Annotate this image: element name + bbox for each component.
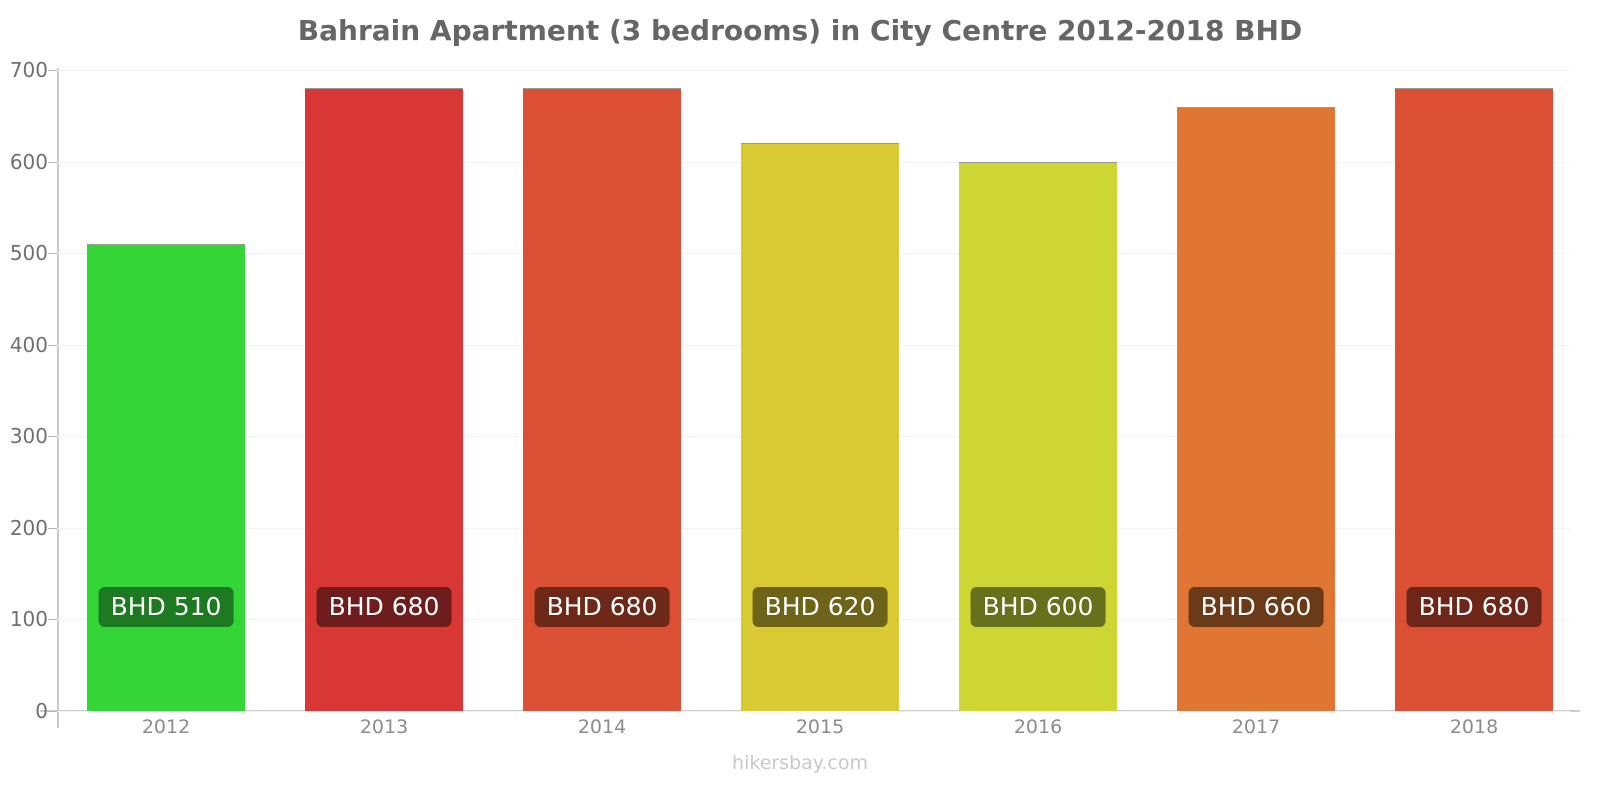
x-axis-tick-label-2017: 2017 — [1231, 716, 1281, 738]
y-axis-tick-label: 700 — [9, 58, 48, 82]
plot-area: BHD 510 BHD 680 BHD 680 BHD 620 BHD 600 BHD 6… — [57, 70, 1570, 712]
y-axis-tick-mark — [48, 161, 57, 163]
y-axis-tick-mark — [48, 70, 57, 71]
y-axis-tick-mark — [48, 436, 57, 438]
bar-2018[interactable]: BHD 680 — [1395, 88, 1553, 711]
y-axis-tick-label: 500 — [9, 241, 48, 266]
y-axis-tick-label: 200 — [9, 515, 48, 540]
y-axis-tick-mark — [48, 253, 57, 255]
bar-2016[interactable]: BHD 600 — [959, 161, 1117, 711]
bar-value-label: BHD 620 — [752, 587, 888, 627]
y-axis-tick-label: 600 — [9, 149, 48, 174]
y-axis-tick-mark — [48, 527, 57, 529]
chart-title: Bahrain Apartment (3 bedrooms) in City C… — [297, 14, 1303, 47]
bar-2017[interactable]: BHD 660 — [1177, 106, 1335, 711]
x-axis-tick-label-2014: 2014 — [577, 716, 627, 738]
y-axis-line — [57, 68, 59, 728]
bar-value-label: BHD 680 — [534, 587, 670, 627]
y-axis-tick-mark — [48, 711, 57, 712]
y-axis-tick-label: 0 — [35, 699, 48, 723]
bar-2014[interactable]: BHD 680 — [523, 88, 681, 711]
x-axis-tick-label-2018: 2018 — [1449, 716, 1499, 738]
bar-value-label: BHD 600 — [970, 587, 1106, 627]
bar-2013[interactable]: BHD 680 — [305, 88, 463, 711]
gridline — [57, 711, 1570, 712]
y-axis-tick-label: 100 — [9, 607, 48, 632]
bar-2012[interactable]: BHD 510 — [87, 244, 245, 711]
x-axis-tick-label-2012: 2012 — [141, 716, 191, 738]
bar-2015[interactable]: BHD 620 — [741, 143, 899, 711]
x-axis-tick-label-2016: 2016 — [1013, 716, 1063, 738]
gridline — [57, 70, 1570, 71]
footer-credit: hikersbay.com — [732, 752, 868, 774]
y-axis-tick-label: 400 — [9, 332, 48, 357]
bar-value-label: BHD 510 — [98, 587, 234, 627]
y-axis-tick-mark — [48, 619, 57, 621]
y-axis-tick-mark — [48, 344, 57, 346]
bar-value-label: BHD 680 — [316, 587, 452, 627]
bar-value-label: BHD 680 — [1406, 587, 1542, 627]
bar-value-label: BHD 660 — [1188, 587, 1324, 627]
x-axis-tick-label-2013: 2013 — [359, 716, 409, 738]
y-axis-tick-label: 300 — [9, 424, 48, 449]
x-axis-tick-label-2015: 2015 — [795, 716, 845, 738]
